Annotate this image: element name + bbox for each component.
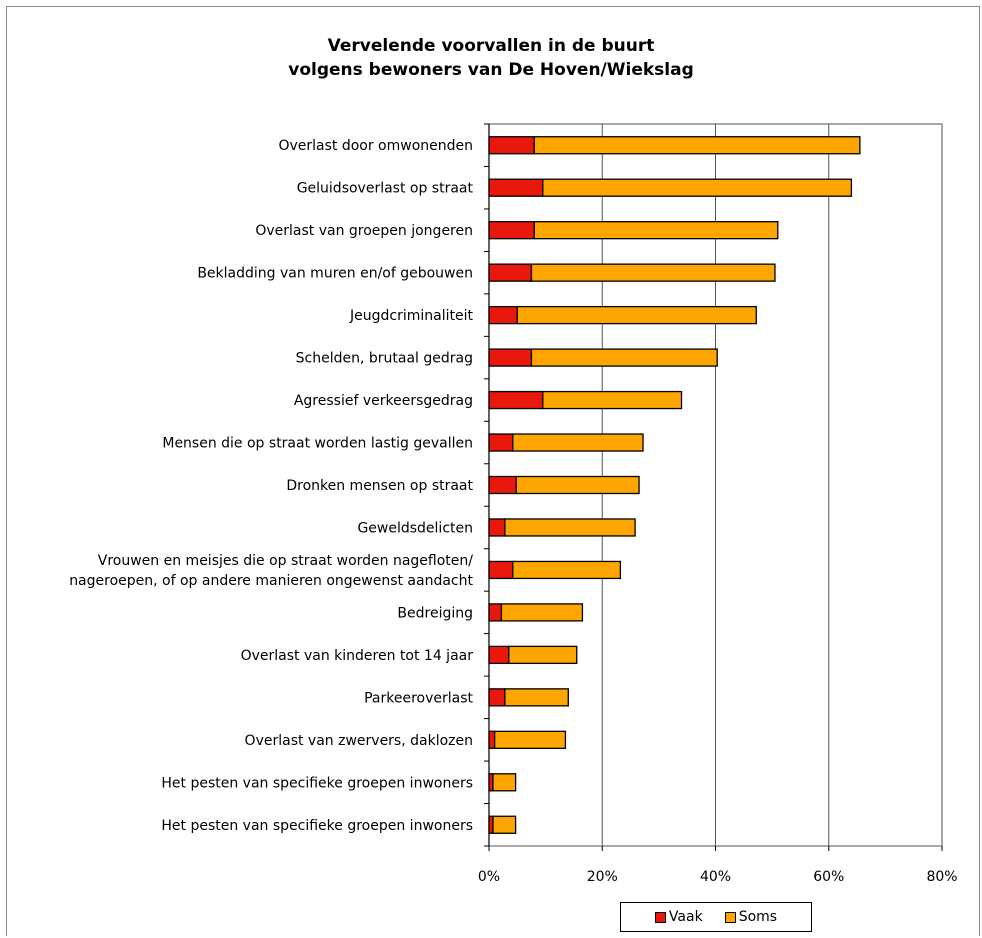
bar-vaak bbox=[488, 348, 533, 367]
bar-vaak bbox=[488, 730, 496, 749]
bar-soms bbox=[492, 815, 517, 834]
chart-title-line-1: Vervelende voorvallen in de buurt bbox=[327, 36, 655, 56]
chart-title-line-2: volgens bewoners van De Hoven/Wiekslag bbox=[288, 60, 694, 80]
category-label: Schelden, brutaal gedrag bbox=[296, 351, 473, 367]
bar-soms bbox=[542, 390, 683, 410]
bar-soms bbox=[512, 560, 622, 580]
category-label: Agressief verkeersgedrag bbox=[294, 393, 473, 409]
bar-vaak bbox=[488, 475, 517, 495]
bar-vaak bbox=[488, 136, 535, 155]
legend: Vaak Soms bbox=[620, 902, 812, 932]
category-label: Dronken mensen op straat bbox=[286, 478, 473, 494]
bar-vaak bbox=[488, 688, 506, 707]
category-label: Parkeeroverlast bbox=[364, 690, 473, 706]
bar-vaak bbox=[488, 263, 533, 282]
category-label: Geweldsdelicten bbox=[357, 520, 473, 536]
category-label: Overlast van kinderen tot 14 jaar bbox=[241, 648, 474, 664]
x-tick-label: 80% bbox=[926, 869, 957, 885]
category-label: Geluidsoverlast op straat bbox=[297, 181, 474, 197]
x-tick-label: 60% bbox=[813, 869, 844, 885]
bar-soms bbox=[504, 518, 636, 537]
category-label: Vrouwen en meisjes die op straat worden … bbox=[98, 553, 474, 569]
category-label: Overlast door omwonenden bbox=[278, 138, 473, 154]
bar-soms bbox=[512, 433, 644, 452]
bar-soms bbox=[492, 773, 517, 792]
bar-vaak bbox=[488, 390, 544, 410]
bar-vaak bbox=[488, 518, 506, 537]
legend-item-soms: Soms bbox=[724, 909, 778, 925]
category-label: Overlast van zwervers, daklozen bbox=[245, 733, 473, 749]
legend-swatch-vaak bbox=[654, 911, 666, 923]
category-label: Overlast van groepen jongeren bbox=[255, 223, 473, 239]
bar-vaak bbox=[488, 645, 510, 665]
bar-vaak bbox=[488, 221, 535, 240]
category-label: Bedreiging bbox=[397, 605, 473, 621]
bar-soms bbox=[530, 348, 718, 367]
x-tick-label: 20% bbox=[587, 869, 618, 885]
bar-vaak bbox=[488, 560, 514, 580]
bar-soms bbox=[515, 475, 640, 495]
chart-title: Vervelende voorvallen in de buurt volgen… bbox=[0, 34, 982, 82]
legend-label-vaak: Vaak bbox=[668, 909, 703, 925]
bar-vaak bbox=[488, 603, 503, 622]
category-label: Mensen die op straat worden lastig geval… bbox=[162, 436, 473, 452]
bar-vaak bbox=[488, 433, 514, 452]
bar-soms bbox=[516, 305, 757, 325]
bar-soms bbox=[504, 688, 569, 707]
category-label: Het pesten van specifieke groepen inwone… bbox=[161, 818, 473, 834]
x-tick-label: 40% bbox=[700, 869, 731, 885]
x-tick-label: 0% bbox=[478, 869, 500, 885]
category-label: Jeugdcriminaliteit bbox=[349, 308, 473, 324]
chart-frame bbox=[6, 6, 980, 936]
bar-soms bbox=[533, 136, 861, 155]
bar-soms bbox=[542, 178, 853, 197]
bar-soms bbox=[508, 645, 578, 665]
category-label: Bekladding van muren en/of gebouwen bbox=[197, 266, 473, 282]
bar-vaak bbox=[488, 305, 518, 325]
legend-label-soms: Soms bbox=[738, 909, 778, 925]
legend-item-vaak: Vaak bbox=[654, 909, 703, 925]
legend-swatch-soms bbox=[724, 911, 736, 923]
category-label: nageroepen, of op andere manieren ongewe… bbox=[69, 573, 473, 589]
bar-soms bbox=[494, 730, 567, 749]
bar-soms bbox=[530, 263, 776, 282]
bar-soms bbox=[533, 221, 779, 240]
category-label: Het pesten van specifieke groepen inwone… bbox=[161, 775, 473, 791]
bar-vaak bbox=[488, 178, 544, 197]
bar-soms bbox=[500, 603, 584, 622]
